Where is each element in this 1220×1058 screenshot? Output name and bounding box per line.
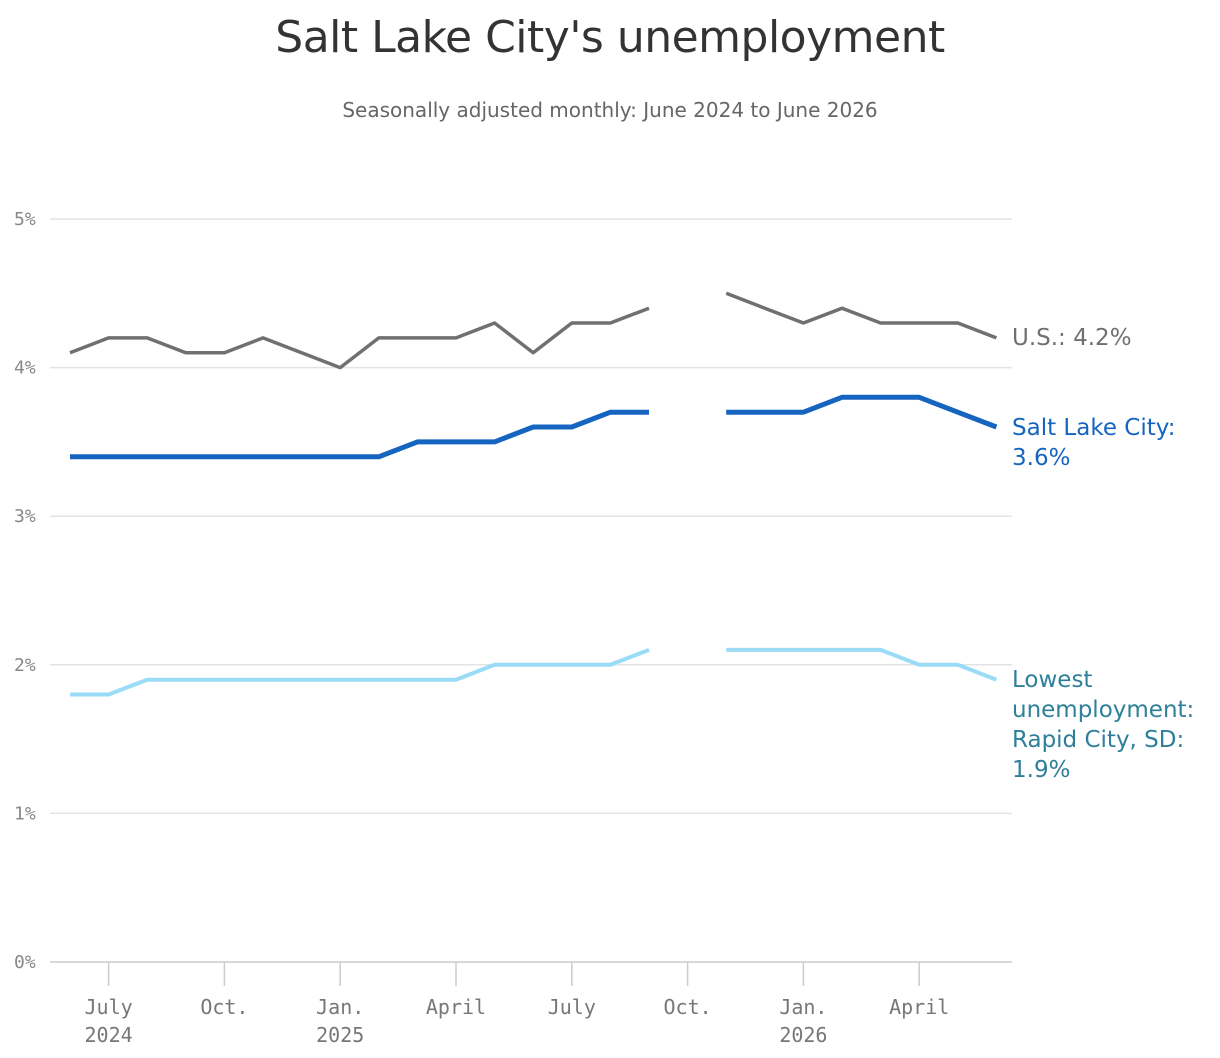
series-label: Lowest unemployment: Rapid City, SD: 1.9% bbox=[1012, 667, 1194, 783]
x-tick-label: Oct. bbox=[664, 995, 712, 1019]
series-label: U.S.: 4.2% bbox=[1012, 325, 1132, 351]
x-tick-label: Jan. bbox=[316, 995, 364, 1019]
series-line bbox=[726, 394, 998, 430]
y-tick-label: 3% bbox=[14, 506, 36, 527]
x-tick-year-label: 2024 bbox=[85, 1023, 133, 1047]
x-tick-label: July bbox=[85, 995, 133, 1019]
chart-title: Salt Lake City's unemployment bbox=[275, 12, 945, 63]
series-label-line: 3.6% bbox=[1012, 445, 1070, 471]
series-label-line: Lowest bbox=[1012, 667, 1092, 693]
series-label-line: unemployment: bbox=[1012, 697, 1194, 723]
series-line bbox=[70, 648, 650, 697]
series-label-line: Salt Lake City: bbox=[1012, 415, 1175, 441]
y-tick-label: 2% bbox=[14, 655, 36, 676]
y-tick-label: 0% bbox=[14, 952, 36, 973]
series-label-line: Rapid City, SD: bbox=[1012, 727, 1184, 753]
x-tick-year-label: 2025 bbox=[316, 1023, 364, 1047]
x-tick-label: April bbox=[889, 995, 949, 1019]
x-tick-year-label: 2026 bbox=[779, 1023, 827, 1047]
series-line bbox=[70, 409, 649, 460]
series-label-line: U.S.: 4.2% bbox=[1012, 325, 1132, 351]
x-tick-label: Oct. bbox=[200, 995, 248, 1019]
series-label: Salt Lake City: 3.6% bbox=[1012, 415, 1175, 471]
series-line bbox=[725, 291, 998, 340]
y-tick-label: 1% bbox=[14, 803, 36, 824]
y-tick-label: 5% bbox=[14, 209, 36, 230]
series-line bbox=[69, 306, 650, 370]
x-tick-label: July bbox=[548, 995, 596, 1019]
series-label-line: 1.9% bbox=[1012, 757, 1070, 783]
series-line bbox=[726, 647, 998, 682]
x-tick-label: Jan. bbox=[779, 995, 827, 1019]
chart-subtitle: Seasonally adjusted monthly: June 2024 t… bbox=[342, 98, 878, 122]
x-tick-label: April bbox=[426, 995, 486, 1019]
y-tick-label: 4% bbox=[14, 358, 36, 379]
